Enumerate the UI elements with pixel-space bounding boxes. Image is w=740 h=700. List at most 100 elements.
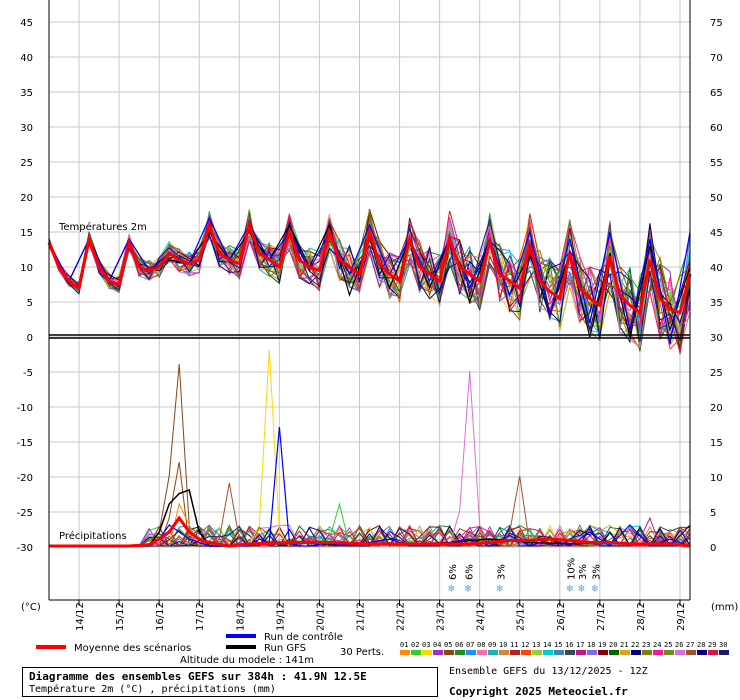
snow-percent-label: 3% — [578, 564, 589, 580]
members-label: 30 Perts. — [340, 647, 384, 658]
x-tick-label: 19/12 — [275, 602, 286, 631]
left-tick-label: 25 — [20, 158, 33, 169]
member-swatch — [433, 650, 443, 655]
left-tick-label: -30 — [17, 543, 33, 554]
member-swatch — [554, 650, 564, 655]
right-tick-label: 60 — [710, 123, 723, 134]
axes — [48, 0, 691, 606]
member-number: 08 — [477, 641, 485, 649]
legend-gfs-label: Run GFS — [264, 643, 306, 654]
member-number: 13 — [532, 641, 540, 649]
member-number: 25 — [664, 641, 672, 649]
member-swatch — [631, 650, 641, 655]
precipitation-section-label: Précipitations — [59, 530, 127, 542]
member-swatch — [620, 650, 630, 655]
member-swatch — [510, 650, 520, 655]
member-legend: 01 02 03 04 05 06 07 08 09 10 11 12 13 14 15 16 17 18 19 20… — [400, 641, 729, 655]
legend: Moyenne des scénarios Run de contrôle Ru… — [36, 631, 729, 658]
ensemble-label: Ensemble GEFS du 13/12/2025 - 12Z — [449, 666, 648, 677]
altitude-label: Altitude du modele : 141m — [180, 655, 314, 666]
member-swatch — [576, 650, 586, 655]
member-number: 05 — [444, 641, 452, 649]
member-number: 04 — [433, 641, 441, 649]
x-tick-label: 25/12 — [516, 602, 527, 631]
legend-gfs-swatch — [226, 645, 256, 649]
member-swatch — [664, 650, 674, 655]
x-tick-label: 24/12 — [476, 602, 487, 631]
control-temp-line — [48, 216, 691, 345]
left-tick-label: 40 — [20, 53, 33, 64]
member-number: 14 — [543, 641, 551, 649]
left-tick-label: 15 — [20, 228, 33, 239]
member-number: 24 — [653, 641, 661, 649]
left-tick-label: 35 — [20, 88, 33, 99]
right-tick-label: 70 — [710, 53, 723, 64]
snow-percent-label: 3% — [496, 564, 507, 580]
right-tick-label: 50 — [710, 193, 723, 204]
member-number: 06 — [455, 641, 463, 649]
main-lines — [47, 216, 692, 548]
snow-markers: 6%❄6%❄3%❄10%❄3%❄3%❄ — [448, 558, 603, 595]
left-tick-label: 45 — [20, 18, 33, 29]
member-number: 21 — [620, 641, 628, 649]
member-swatch — [708, 650, 718, 655]
member-swatch — [422, 650, 432, 655]
member-swatch — [499, 650, 509, 655]
member-swatch — [488, 650, 498, 655]
x-tick-label: 17/12 — [195, 602, 206, 631]
x-tick-label: 22/12 — [396, 602, 407, 631]
x-tick-label: 26/12 — [556, 602, 567, 631]
member-swatch — [466, 650, 476, 655]
right-tick-label: 10 — [710, 473, 723, 484]
x-tick-label: 27/12 — [596, 602, 607, 631]
member-precip-line — [49, 525, 691, 548]
legend-control-swatch — [226, 634, 256, 638]
member-number: 15 — [554, 641, 562, 649]
member-number: 23 — [642, 641, 650, 649]
member-swatch — [642, 650, 652, 655]
x-tick-label: 18/12 — [235, 602, 246, 631]
snow-percent-label: 10% — [566, 558, 577, 580]
x-tick-label: 23/12 — [436, 602, 447, 631]
left-tick-label: -20 — [17, 473, 33, 484]
member-precip-peak — [449, 370, 491, 547]
member-precip-peak — [209, 482, 250, 547]
member-swatch — [400, 650, 410, 655]
member-swatch — [587, 650, 597, 655]
member-temp-line — [48, 224, 691, 352]
member-number: 22 — [631, 641, 639, 649]
right-unit-label: (mm) — [711, 602, 738, 613]
right-tick-label: 0 — [710, 543, 716, 554]
member-number: 11 — [510, 641, 518, 649]
member-number: 16 — [565, 641, 573, 649]
snow-percent-label: 6% — [448, 564, 459, 580]
x-tick-label: 15/12 — [115, 602, 126, 631]
info-subtitle: Température 2m (°C) , précipitations (mm… — [29, 684, 276, 695]
right-tick-label: 65 — [710, 88, 723, 99]
snow-percent-label: 3% — [592, 564, 603, 580]
member-number: 03 — [422, 641, 430, 649]
x-tick-label: 21/12 — [355, 602, 366, 631]
member-swatch — [653, 650, 663, 655]
member-precip-peak — [148, 363, 200, 547]
member-number: 30 — [719, 641, 727, 649]
right-tick-label: 75 — [710, 18, 723, 29]
member-number: 17 — [576, 641, 584, 649]
member-swatch — [543, 650, 553, 655]
member-number: 26 — [675, 641, 683, 649]
right-tick-label: 55 — [710, 158, 723, 169]
legend-mean-swatch — [36, 645, 66, 649]
temperature-section-label: Températures 2m — [58, 221, 147, 233]
snowflake-icon: ❄ — [465, 582, 472, 595]
member-swatch — [697, 650, 707, 655]
left-tick-label: 5 — [27, 298, 33, 309]
left-tick-label: -25 — [17, 508, 33, 519]
member-number: 27 — [686, 641, 694, 649]
member-swatch — [455, 650, 465, 655]
member-number: 28 — [697, 641, 705, 649]
right-tick-label: 15 — [710, 438, 723, 449]
snowflake-icon: ❄ — [448, 582, 455, 595]
member-swatch — [719, 650, 729, 655]
member-swatch — [675, 650, 685, 655]
